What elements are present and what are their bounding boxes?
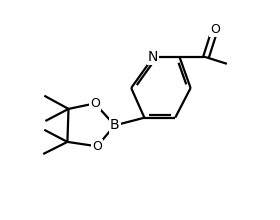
- Text: N: N: [148, 50, 158, 64]
- Text: B: B: [110, 118, 120, 132]
- Text: O: O: [92, 140, 102, 153]
- Text: O: O: [210, 23, 220, 36]
- Text: O: O: [90, 97, 100, 110]
